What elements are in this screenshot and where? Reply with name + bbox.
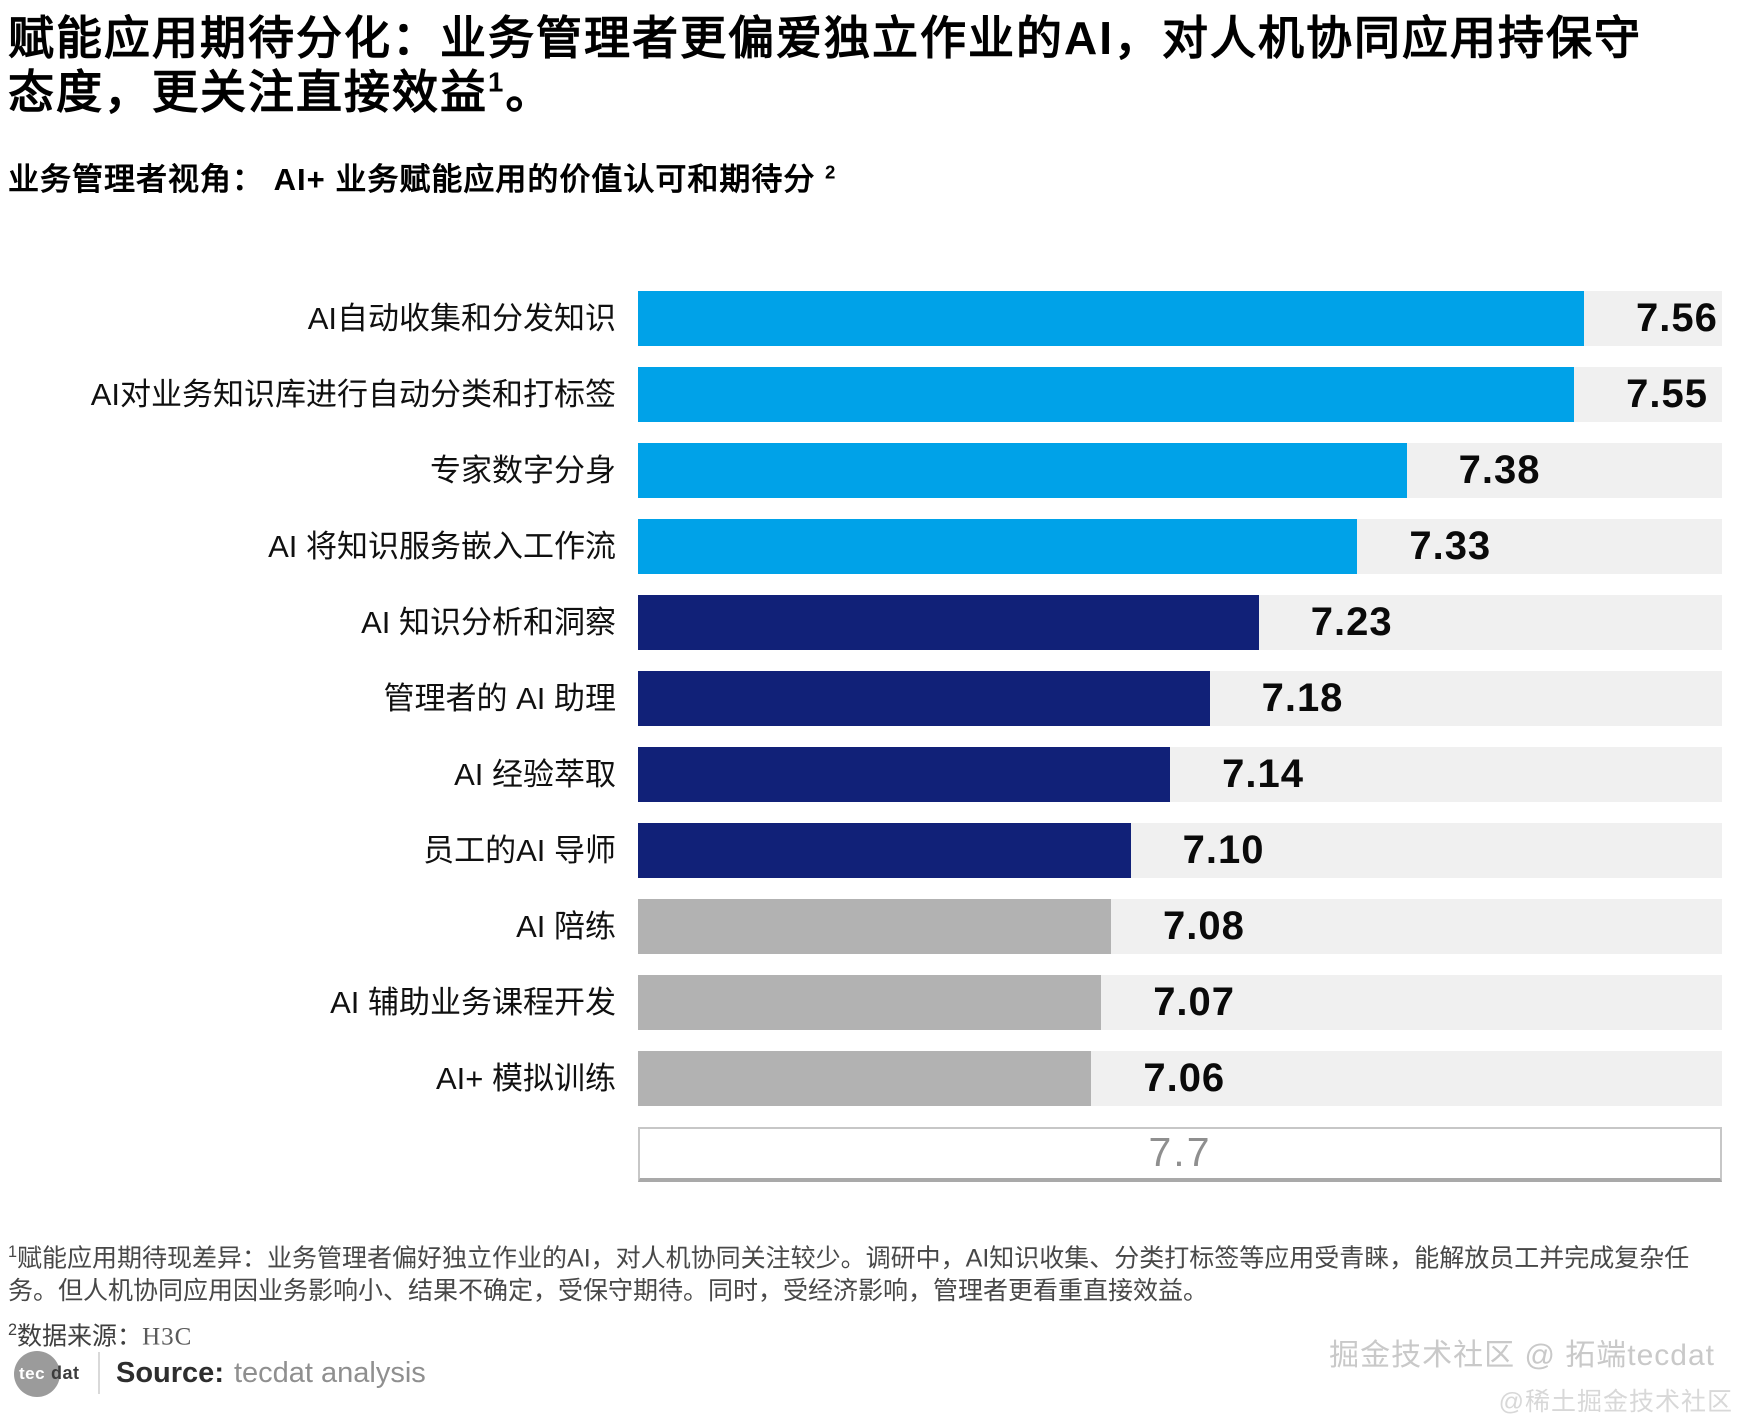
title-footnote-marker: 1: [488, 66, 506, 98]
bar-track: 7.23: [638, 594, 1722, 650]
bar-value: 7.06: [1143, 1055, 1226, 1100]
page-title-text: 赋能应用期待分化：业务管理者更偏爱独立作业的AI，对人机协同应用持保守态度，更关…: [8, 12, 1642, 118]
chart-row: 专家数字分身 7.38: [0, 442, 1741, 498]
bar-label: 专家数字分身: [430, 452, 616, 488]
bar: [638, 442, 1407, 498]
chart-subtitle: 业务管理者视角： AI+ 业务赋能应用的价值认可和期待分 2: [8, 154, 1733, 199]
watermark-juejin: @稀土掘金技术社区: [1498, 1388, 1733, 1416]
bar: [638, 746, 1171, 802]
bar-value: 7.56: [1636, 295, 1718, 340]
data-source-name: H3C: [142, 1323, 193, 1351]
source-footer: tec dat Source: tecdat analysis: [14, 1348, 426, 1398]
bar-value: 7.55: [1626, 371, 1708, 416]
bar: [638, 594, 1259, 650]
bar-chart: AI自动收集和分发知识 7.56 AI对业务知识库进行自动分类和打标签 7.55 专家数…: [0, 290, 1741, 1182]
bar: [638, 1050, 1092, 1106]
bar-value: 7.08: [1163, 903, 1245, 948]
axis-row-label: [0, 1127, 638, 1182]
bar-value: 7.10: [1182, 827, 1265, 872]
bar-value: 7.33: [1409, 523, 1492, 568]
page-title: 赋能应用期待分化：业务管理者更偏爱独立作业的AI，对人机协同应用持保守态度，更关…: [8, 12, 1688, 120]
bar: [638, 670, 1210, 726]
bar: [638, 822, 1131, 878]
chart-row: AI 将知识服务嵌入工作流 7.33: [0, 518, 1741, 574]
bar-label: 管理者的 AI 助理: [383, 680, 616, 716]
chart-axis-row: 7.7: [0, 1126, 1741, 1182]
bar-label: AI 辅助业务课程开发: [330, 984, 616, 1020]
bar-track: 7.07: [638, 974, 1722, 1030]
chart-row: AI 辅助业务课程开发 7.07: [0, 974, 1741, 1030]
chart-row: AI 陪练 7.08: [0, 898, 1741, 954]
bar-track: 7.56: [638, 290, 1722, 346]
bar-track: 7.55: [638, 366, 1722, 422]
footer-divider: [98, 1352, 100, 1394]
bar-track: 7.14: [638, 746, 1722, 802]
bar-track: 7.08: [638, 898, 1722, 954]
bar-track: 7.33: [638, 518, 1722, 574]
chart-rows: AI自动收集和分发知识 7.56 AI对业务知识库进行自动分类和打标签 7.55 专家数…: [0, 290, 1741, 1182]
bar: [638, 518, 1358, 574]
bar-label: AI 知识分析和洞察: [361, 604, 616, 640]
chart-row: 管理者的 AI 助理 7.18: [0, 670, 1741, 726]
footnote-1-text: 赋能应用期待现差异：业务管理者偏好独立作业的AI，对人机协同关注较少。调研中，A…: [8, 1243, 1690, 1305]
footnote-2-marker: 2: [8, 1320, 18, 1339]
source-label: Source:: [116, 1356, 224, 1389]
bar: [638, 366, 1575, 422]
source-value: tecdat analysis: [233, 1356, 426, 1389]
bar-value: 7.23: [1310, 599, 1393, 644]
bar-label: AI 将知识服务嵌入工作流: [268, 528, 616, 564]
watermark-community: 掘金技术社区 @ 拓端tecdat: [1329, 1339, 1715, 1372]
footnote-2-label: 数据来源：: [17, 1322, 143, 1351]
bar-label: AI 陪练: [516, 908, 616, 944]
watermarks: 掘金技术社区 @ 拓端tecdat @稀土掘金技术社区: [1329, 1330, 1733, 1418]
chart-subtitle-text: 业务管理者视角： AI+ 业务赋能应用的价值认可和期待分: [8, 161, 816, 197]
title-period: 。: [505, 65, 554, 118]
subtitle-footnote-marker: 2: [824, 161, 837, 183]
chart-row: AI 经验萃取 7.14: [0, 746, 1741, 802]
bar-track: 7.06: [638, 1050, 1722, 1106]
bar-label: AI自动收集和分发知识: [307, 300, 616, 336]
bar-track: 7.38: [638, 442, 1722, 498]
bar-label: AI+ 模拟训练: [435, 1060, 616, 1096]
bar: [638, 974, 1102, 1030]
chart-row: AI+ 模拟训练 7.06: [0, 1050, 1741, 1106]
footnotes: 1赋能应用期待现差异：业务管理者偏好独立作业的AI，对人机协同关注较少。调研中，…: [8, 1242, 1733, 1354]
chart-row: AI自动收集和分发知识 7.56: [0, 290, 1741, 346]
bar-value: 7.38: [1458, 447, 1541, 492]
chart-row: AI对业务知识库进行自动分类和打标签 7.55: [0, 366, 1741, 422]
tecdat-logo-circle-icon: [14, 1351, 60, 1397]
tecdat-logo: tec dat: [14, 1349, 92, 1397]
bar: [638, 898, 1112, 954]
bar-value: 7.14: [1222, 751, 1304, 796]
tecdat-logo-dat: dat: [51, 1363, 80, 1383]
bar-value: 7.18: [1261, 675, 1344, 720]
bar-track: 7.18: [638, 670, 1722, 726]
bar-label: AI对业务知识库进行自动分类和打标签: [90, 376, 616, 412]
bar-track: 7.10: [638, 822, 1722, 878]
footnote-2: 2数据来源：H3C: [8, 1320, 1733, 1353]
bar-label: 员工的AI 导师: [423, 832, 616, 868]
bar-value: 7.07: [1153, 979, 1236, 1024]
bar-label: AI 经验萃取: [454, 756, 616, 792]
chart-row: AI 知识分析和洞察 7.23: [0, 594, 1741, 650]
axis-max-box: 7.7: [638, 1126, 1722, 1182]
footnote-1: 1赋能应用期待现差异：业务管理者偏好独立作业的AI，对人机协同关注较少。调研中，…: [8, 1242, 1733, 1308]
tecdat-logo-tec: tec: [19, 1364, 46, 1383]
chart-row: 员工的AI 导师 7.10: [0, 822, 1741, 878]
footnote-1-marker: 1: [8, 1242, 18, 1261]
bar: [638, 290, 1584, 346]
